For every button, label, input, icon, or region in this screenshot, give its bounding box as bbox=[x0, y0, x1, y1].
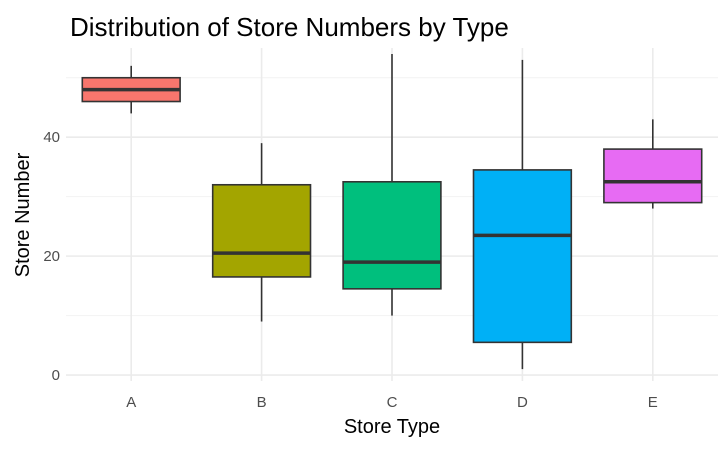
box-body bbox=[472, 169, 573, 344]
box-E bbox=[603, 119, 703, 209]
box-D bbox=[472, 59, 573, 370]
x-axis-title: Store Type bbox=[344, 416, 440, 438]
box-A bbox=[81, 65, 181, 114]
y-axis-title: Store Number bbox=[12, 152, 34, 277]
box-body bbox=[342, 180, 442, 290]
box-layer bbox=[81, 53, 703, 370]
box-B bbox=[211, 143, 312, 322]
x-tick-label: C bbox=[387, 394, 398, 411]
x-tick-label: A bbox=[126, 394, 136, 411]
x-tick-label: E bbox=[648, 394, 658, 411]
y-tick-label: 0 bbox=[52, 367, 60, 384]
box-body bbox=[603, 148, 703, 204]
tick-layer: 0 20 40 A B C D E bbox=[43, 129, 657, 411]
x-tick-label: D bbox=[517, 394, 528, 411]
box-C bbox=[342, 53, 442, 316]
y-tick-label: 20 bbox=[43, 248, 60, 265]
x-tick-label: B bbox=[257, 394, 267, 411]
box-body bbox=[211, 183, 312, 278]
chart-title: Distribution of Store Numbers by Type bbox=[70, 12, 509, 42]
y-tick-label: 40 bbox=[43, 129, 60, 146]
